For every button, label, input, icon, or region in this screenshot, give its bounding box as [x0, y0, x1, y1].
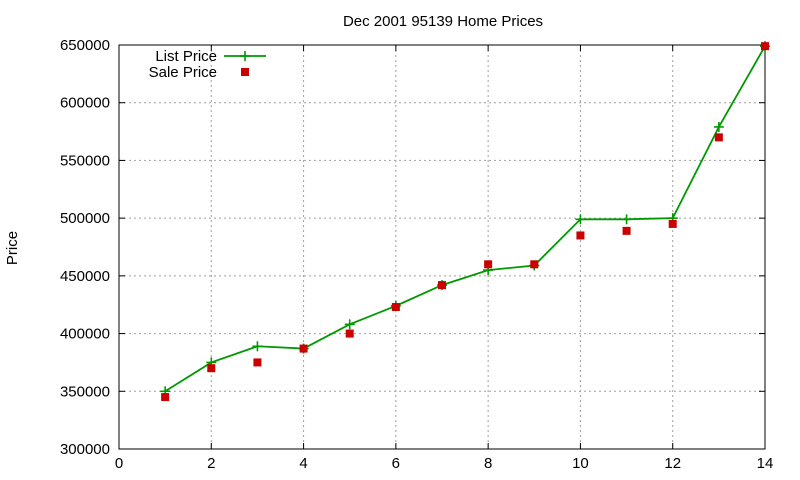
series-line — [164, 45, 766, 393]
sale-price-point — [299, 344, 308, 353]
y-tick-label: 400000 — [60, 326, 110, 343]
sale-price-point — [484, 260, 493, 269]
x-tick-label: 2 — [207, 455, 215, 472]
y-tick-label: 600000 — [60, 95, 110, 112]
y-axis-label: Price — [4, 231, 21, 265]
y-tick-label: 500000 — [60, 210, 110, 227]
sale-price-point — [207, 364, 216, 373]
sale-price-point — [761, 42, 769, 51]
x-tick-label: 8 — [484, 455, 492, 472]
chart-series — [160, 41, 770, 402]
y-tick-label: 550000 — [60, 152, 110, 169]
x-tick-label: 0 — [115, 455, 123, 472]
sale-price-point — [668, 219, 677, 228]
legend-label: List Price — [155, 48, 217, 65]
legend-label: Sale Price — [149, 64, 217, 81]
x-tick-label: 4 — [299, 455, 307, 472]
legend-marker — [241, 68, 249, 76]
sale-price-point — [438, 281, 446, 290]
series-sale-price — [161, 42, 769, 402]
axis-ticks: 0 2 4 6 8 10 12 14 300000 350000 400000 450000 50000… — [60, 37, 773, 472]
y-tick-label: 300000 — [60, 441, 110, 458]
series-list-price — [160, 41, 770, 397]
sale-price-point — [576, 231, 585, 240]
sale-price-point — [622, 226, 631, 235]
list-price-point — [575, 214, 586, 225]
grid-lines — [119, 45, 765, 449]
sale-price-point — [161, 393, 170, 402]
y-tick-label: 650000 — [60, 37, 110, 54]
y-tick-label: 450000 — [60, 268, 110, 285]
legend-marker — [240, 51, 250, 61]
list-price-point — [621, 214, 632, 225]
sale-price-point — [391, 303, 400, 312]
x-tick-label: 14 — [757, 455, 774, 472]
sale-price-point — [345, 329, 354, 338]
y-tick-label: 350000 — [60, 383, 110, 400]
list-price-point — [344, 319, 355, 330]
list-price-point — [252, 341, 263, 352]
list-price-point — [713, 121, 724, 132]
x-tick-label: 12 — [664, 455, 681, 472]
chart-title: Dec 2001 95139 Home Prices — [343, 13, 543, 30]
sale-price-point — [530, 260, 539, 269]
plot-area — [118, 44, 766, 450]
x-tick-label: 6 — [392, 455, 400, 472]
x-tick-label: 10 — [572, 455, 589, 472]
sale-price-point — [714, 133, 723, 142]
sale-price-point — [253, 358, 262, 367]
